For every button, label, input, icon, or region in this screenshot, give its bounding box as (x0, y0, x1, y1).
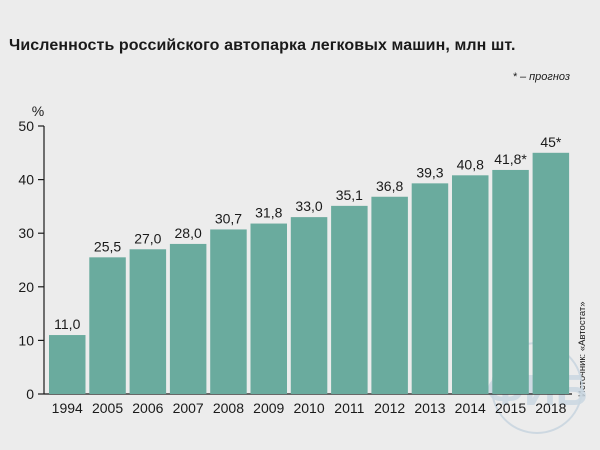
bar (89, 257, 126, 394)
bar (169, 243, 207, 394)
y-tick-label: 0 (26, 386, 34, 402)
forecast-note: * – прогноз (512, 71, 570, 83)
bar (129, 249, 167, 394)
bar (290, 217, 328, 394)
value-labels: 11,0 25,5 27,0 28,0 30,7 31,8 33,0 35,1 36,8 39,3… (54, 134, 562, 332)
value-label: 25,5 (94, 238, 121, 254)
x-tick-label: 2011 (334, 400, 364, 416)
value-label: 40,8 (457, 156, 484, 172)
bar (411, 183, 449, 394)
bar (371, 196, 408, 394)
value-label: 36,8 (376, 178, 403, 194)
y-tick-label: 50 (18, 118, 34, 134)
y-tick-label: 40 (18, 172, 34, 188)
bar (49, 335, 86, 394)
value-label: 28,0 (175, 225, 202, 241)
value-label: 33,0 (295, 198, 322, 214)
y-tick-label: 10 (18, 332, 34, 348)
x-axis-labels: 1994 2005 2006 2007 2008 2009 2010 2011 2012 2013… (52, 400, 567, 416)
x-tick-label: 2013 (414, 400, 445, 416)
chart-title: Численность российского автопарка легков… (9, 37, 516, 54)
value-label: 27,0 (134, 230, 161, 246)
y-tick-label: 20 (18, 279, 34, 295)
bar (250, 223, 287, 394)
y-tick-label: 30 (18, 225, 34, 241)
x-tick-label: 2008 (213, 400, 244, 416)
bar (452, 175, 489, 394)
x-tick-label: 2007 (173, 400, 204, 416)
y-axis-label: % (32, 103, 44, 119)
bar (331, 205, 368, 394)
value-label: 41,8* (494, 151, 527, 167)
x-tick-label: 2005 (92, 400, 123, 416)
value-label: 39,3 (416, 164, 443, 180)
x-tick-label: 2014 (455, 400, 486, 416)
x-tick-label: 2015 (495, 400, 526, 416)
value-label: 45* (540, 134, 562, 150)
value-label: 31,8 (255, 205, 282, 221)
value-label: 30,7 (215, 210, 242, 226)
bar (532, 152, 570, 394)
x-tick-label: 2012 (374, 400, 405, 416)
x-tick-label: 2009 (253, 400, 284, 416)
x-tick-label: 2010 (293, 400, 324, 416)
x-tick-label: 1994 (52, 400, 83, 416)
x-tick-label: 2006 (132, 400, 163, 416)
x-tick-label: 2018 (535, 400, 566, 416)
bar (492, 169, 529, 394)
bars (49, 152, 570, 394)
bar (210, 229, 247, 394)
value-label: 11,0 (54, 316, 80, 332)
value-label: 35,1 (336, 187, 363, 203)
